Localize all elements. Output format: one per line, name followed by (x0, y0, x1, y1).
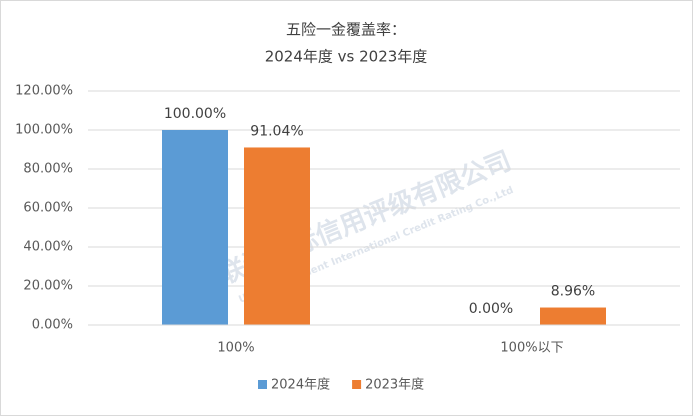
x-tick-label: 100%以下 (500, 341, 563, 356)
data-label: 100.00% (164, 106, 226, 122)
legend-swatch (258, 380, 267, 389)
data-label: 8.96% (551, 284, 595, 300)
y-tick-label: 100.00% (15, 123, 73, 138)
legend-label: 2023年度 (365, 377, 424, 393)
chart-subtitle: 2024年度 vs 2023年度 (265, 48, 428, 66)
bar (540, 307, 606, 325)
y-tick-label: 20.00% (23, 279, 73, 294)
chart-title: 五险一金覆盖率： (286, 21, 406, 39)
legend-label: 2024年度 (271, 377, 330, 393)
x-tick-label: 100% (217, 341, 254, 356)
y-tick-label: 40.00% (23, 240, 73, 255)
bar (162, 130, 228, 325)
y-tick-label: 120.00% (15, 84, 73, 99)
legend-swatch (352, 380, 362, 389)
data-label: 91.04% (250, 123, 303, 139)
y-tick-label: 60.00% (23, 201, 73, 216)
y-tick-label: 80.00% (23, 162, 73, 177)
bar (244, 147, 310, 325)
y-tick-label: 0.00% (32, 318, 73, 333)
data-label: 0.00% (469, 301, 513, 317)
